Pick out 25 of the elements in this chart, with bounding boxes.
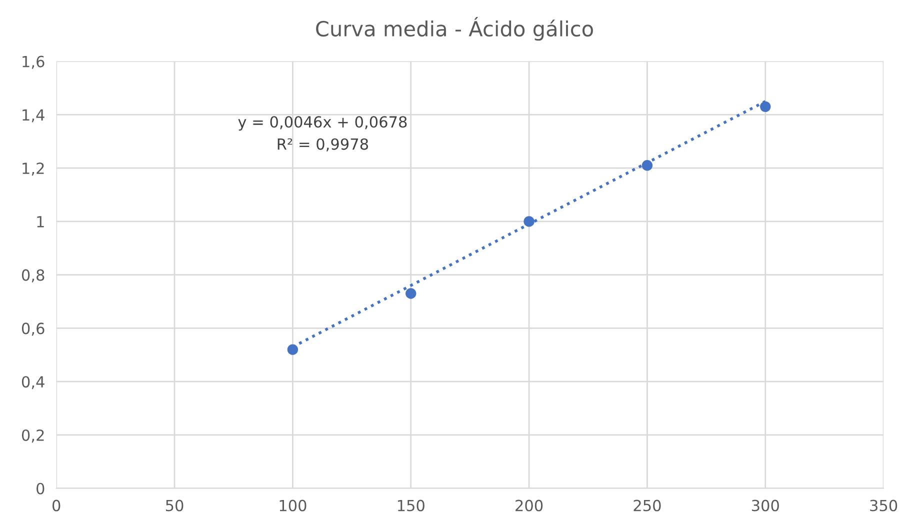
x-tick-label: 350: [870, 500, 898, 512]
y-tick-label: 1,4: [22, 109, 44, 122]
x-tick-label: 250: [634, 500, 661, 512]
point: [760, 101, 771, 112]
x-tick-label: 100: [280, 500, 306, 512]
point: [524, 216, 534, 227]
point: [287, 344, 298, 355]
y-tick-label: 0,2: [22, 429, 44, 443]
x-tick-label: 150: [398, 500, 424, 512]
y-tick-label: 0,8: [22, 269, 44, 282]
y-tick-label: 1,6: [22, 56, 44, 69]
x-tick-label: 0: [52, 500, 60, 512]
y-tick-label: 1,2: [22, 162, 44, 176]
y-tick-label: 1: [37, 216, 44, 228]
x-tick-label: 200: [516, 500, 543, 512]
y-tick-label: 0: [36, 482, 44, 494]
annotation: y = 0,0046x + 0,0678: [238, 116, 407, 131]
annotation: R² = 0,9978: [278, 138, 368, 152]
y-tick-label: 0,6: [22, 322, 44, 336]
chart-title: Curva media - Ácido gálico: [316, 17, 593, 41]
x-tick-label: 300: [752, 500, 779, 512]
x-tick-label: 50: [166, 500, 184, 512]
y-tick-label: 0,4: [22, 376, 44, 390]
point: [406, 288, 416, 299]
point: [642, 160, 653, 171]
